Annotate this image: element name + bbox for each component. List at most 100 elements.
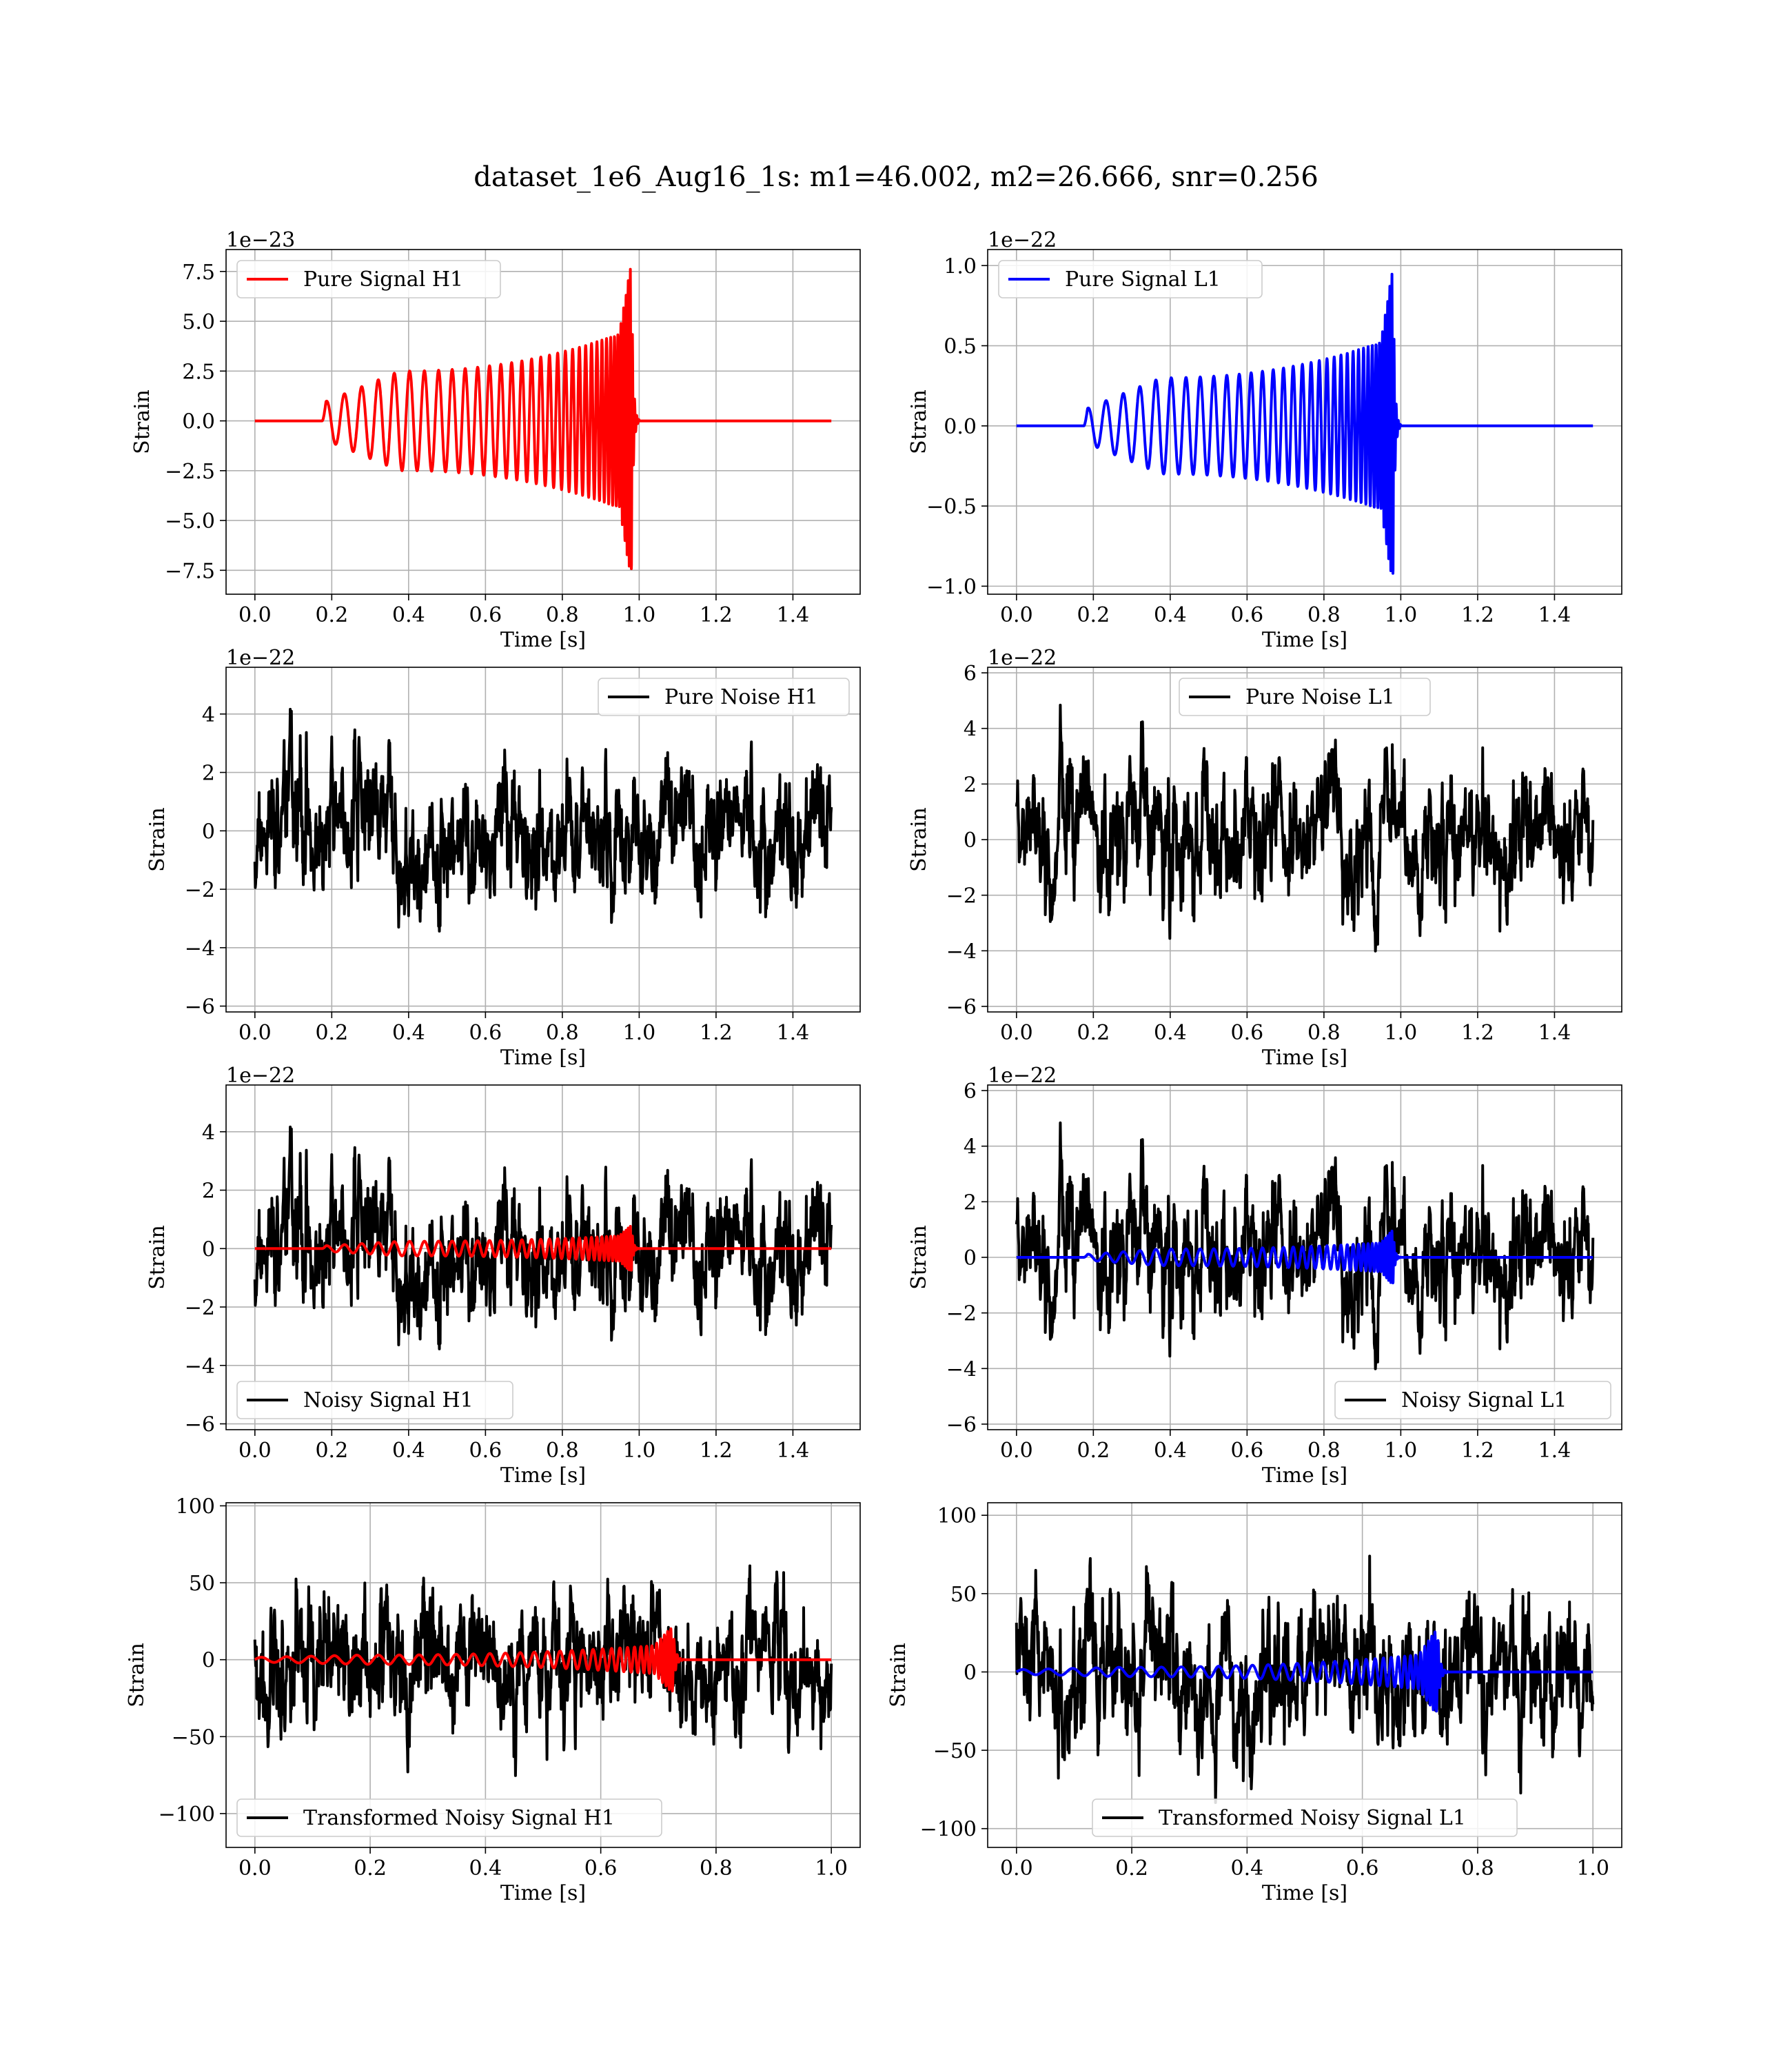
- y-tick-label: 6: [964, 1079, 977, 1104]
- y-tick-label: 0.0: [182, 410, 215, 434]
- x-tick-label: 0.2: [354, 1856, 387, 1881]
- y-tick-label: 100: [937, 1504, 977, 1528]
- series-signal-line: [1015, 1229, 1594, 1285]
- legend-box: [236, 1381, 513, 1419]
- y-tick-label: −4: [185, 1355, 215, 1379]
- x-tick-label: 0.4: [1154, 603, 1187, 627]
- legend: Pure Signal H1: [236, 260, 501, 298]
- y-tick-label: −7.5: [165, 559, 215, 583]
- x-tick-label: 0.0: [1000, 603, 1033, 627]
- y-offset-exponent: 1e−22: [226, 646, 295, 670]
- legend-label: Pure Signal L1: [1065, 267, 1221, 292]
- legend: Transformed Noisy Signal L1: [1092, 1798, 1518, 1837]
- y-tick-label: −1.0: [926, 575, 977, 599]
- y-axis-label: Strain: [886, 1643, 910, 1707]
- legend-label: Pure Noise H1: [664, 685, 818, 709]
- legend-label: Transformed Noisy Signal L1: [1159, 1806, 1466, 1830]
- y-axis-label: Strain: [125, 1643, 149, 1707]
- y-tick-label: 50: [189, 1572, 215, 1596]
- y-tick-label: −6: [185, 995, 215, 1020]
- y-tick-label: −6: [185, 1413, 215, 1437]
- legend-box: [598, 678, 850, 716]
- x-tick-label: 0.6: [1346, 1856, 1379, 1881]
- subplot-pure-signal-l1: 0.0 0.2 0.4 0.6 0.8 1.0 1.2 1.4 −1.0 −0.5 0.0 0.5 1.…: [907, 228, 1622, 652]
- series-signal-line: [254, 1225, 833, 1272]
- x-tick-label: 0.2: [1077, 603, 1110, 627]
- axes-frame: [987, 667, 1622, 1013]
- legend: Pure Signal L1: [998, 260, 1263, 298]
- x-tick-label: 1.4: [777, 1021, 810, 1045]
- legend-box: [1334, 1381, 1611, 1419]
- series-signal-line: [1015, 1630, 1594, 1713]
- x-axis-label: Time [s]: [500, 1881, 586, 1905]
- legend-label: Transformed Noisy Signal H1: [303, 1806, 615, 1830]
- legend: Noisy Signal L1: [1334, 1381, 1611, 1419]
- x-tick-label: 0.8: [546, 1439, 579, 1463]
- y-tick-label: −4: [946, 940, 977, 964]
- y-tick-label: −4: [185, 937, 215, 961]
- x-axis-label: Time [s]: [500, 628, 586, 652]
- x-tick-label: 0.6: [469, 1021, 502, 1045]
- y-tick-label: 4: [202, 703, 215, 727]
- x-tick-label: 1.2: [700, 1021, 733, 1045]
- y-tick-label: −100: [159, 1803, 215, 1827]
- legend: Transformed Noisy Signal H1: [236, 1798, 662, 1837]
- y-tick-label: −100: [920, 1818, 977, 1842]
- x-tick-label: 1.4: [777, 1439, 810, 1463]
- legend-label: Pure Noise L1: [1245, 685, 1395, 709]
- series-noise-line: [253, 1564, 833, 1777]
- x-tick-label: 0.2: [315, 1439, 348, 1463]
- x-tick-label: 1.0: [623, 1439, 656, 1463]
- x-tick-label: 1.4: [1538, 1439, 1571, 1463]
- x-tick-label: 1.4: [777, 603, 810, 627]
- y-tick-label: 6: [964, 662, 977, 686]
- y-tick-label: −4: [946, 1357, 977, 1381]
- legend: Noisy Signal H1: [236, 1381, 513, 1419]
- x-axis-label: Time [s]: [500, 1463, 586, 1488]
- legend: Pure Noise H1: [598, 678, 850, 716]
- y-tick-label: 2: [202, 762, 215, 786]
- axes-frame: [987, 1084, 1622, 1430]
- x-tick-label: 1.2: [1461, 1021, 1494, 1045]
- x-tick-label: 0.6: [1231, 603, 1264, 627]
- x-tick-label: 0.4: [469, 1856, 502, 1881]
- x-tick-label: 0.4: [392, 603, 425, 627]
- subplot-noisy-signal-l1: 0.0 0.2 0.4 0.6 0.8 1.0 1.2 1.4 −6 −4 −2 0 2 4 6 Time […: [907, 1064, 1622, 1488]
- x-tick-label: 0.0: [238, 1021, 272, 1045]
- y-tick-label: 0.0: [944, 415, 977, 439]
- x-tick-label: 1.0: [815, 1856, 848, 1881]
- x-tick-label: 0.2: [315, 603, 348, 627]
- legend-box: [1179, 678, 1431, 716]
- x-tick-label: 1.0: [1385, 1439, 1418, 1463]
- y-tick-label: −2: [946, 1302, 977, 1326]
- axes-frame: [987, 249, 1622, 595]
- x-tick-label: 0.0: [238, 1439, 272, 1463]
- series-noise-line: [253, 1125, 833, 1350]
- x-tick-label: 0.6: [1231, 1439, 1264, 1463]
- y-tick-label: 2: [964, 1190, 977, 1215]
- series-noise-line: [1015, 703, 1595, 953]
- axes-frame: [225, 667, 861, 1013]
- y-tick-label: 100: [176, 1494, 215, 1519]
- plot-area: [1015, 1554, 1595, 1804]
- subplot-pure-signal-h1: 0.0 0.2 0.4 0.6 0.8 1.0 1.2 1.4 −7.5 −5.0 −2.5 0.0 2…: [130, 228, 861, 652]
- x-tick-label: 1.2: [700, 1439, 733, 1463]
- subplot-pure-noise-l1: 0.0 0.2 0.4 0.6 0.8 1.0 1.2 1.4 −6 −4 −2 0 2 4 6 Time […: [907, 646, 1622, 1070]
- y-tick-label: −50: [172, 1725, 215, 1750]
- x-tick-label: 0.0: [1000, 1439, 1033, 1463]
- series-noise-line: [253, 707, 833, 933]
- x-tick-label: 1.0: [1385, 603, 1418, 627]
- y-axis-label: Strain: [145, 1225, 170, 1290]
- x-tick-label: 0.0: [1000, 1856, 1033, 1881]
- x-tick-label: 0.4: [392, 1439, 425, 1463]
- y-axis-label: Strain: [907, 389, 931, 454]
- y-tick-label: 0: [202, 1237, 215, 1261]
- y-tick-label: 4: [964, 1135, 977, 1159]
- x-tick-label: 0.0: [238, 1856, 272, 1881]
- x-tick-label: 1.2: [700, 603, 733, 627]
- y-offset-exponent: 1e−22: [988, 646, 1057, 670]
- subplot-transformed-l1: 0.0 0.2 0.4 0.6 0.8 1.0 −100 −50 0 50 100 Time [s] S…: [886, 1502, 1622, 1905]
- y-tick-label: 5.0: [182, 310, 215, 334]
- y-tick-label: 2.5: [182, 360, 215, 384]
- axes-frame: [987, 1502, 1622, 1848]
